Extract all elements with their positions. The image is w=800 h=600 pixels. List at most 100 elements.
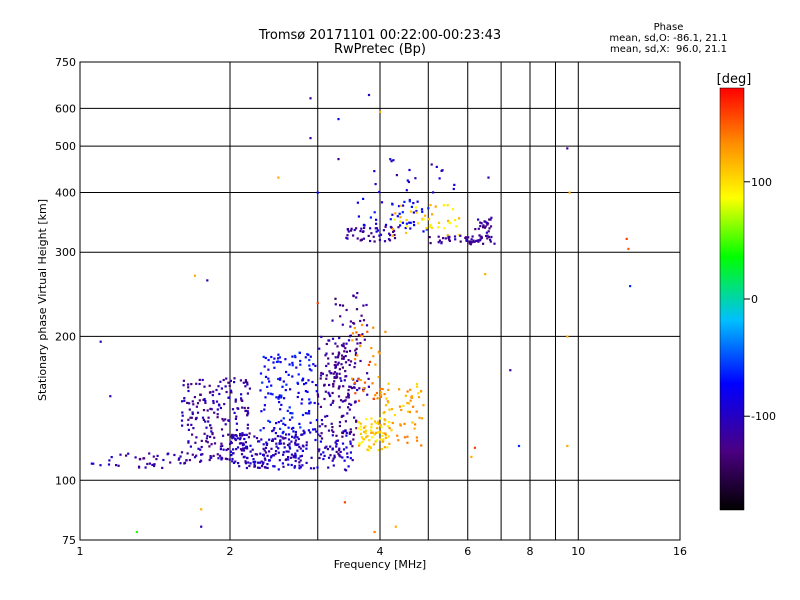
data-point [246, 392, 249, 395]
data-point [414, 206, 417, 209]
data-point [386, 425, 389, 428]
data-point [397, 439, 400, 442]
data-point [282, 430, 285, 433]
data-point [467, 236, 470, 239]
data-point [333, 371, 337, 374]
data-point [191, 433, 194, 436]
data-point [221, 444, 224, 447]
grid-lines [79, 61, 681, 541]
data-point [375, 391, 378, 395]
data-point [378, 431, 381, 434]
data-point [360, 323, 364, 327]
data-point [109, 395, 112, 398]
data-point [173, 453, 176, 457]
data-point [406, 390, 409, 393]
data-point [308, 364, 311, 367]
data-point [344, 420, 347, 423]
data-point [453, 235, 457, 238]
data-point [298, 467, 301, 470]
data-point [213, 411, 216, 414]
data-point [357, 378, 360, 381]
data-point [117, 464, 120, 467]
data-point [216, 416, 219, 419]
data-point [353, 228, 356, 232]
data-point [315, 430, 318, 433]
data-point [199, 460, 202, 463]
data-point [455, 225, 458, 228]
data-point [382, 432, 385, 435]
data-point [181, 424, 184, 427]
data-point [285, 450, 288, 453]
data-point [153, 463, 156, 466]
data-point [328, 370, 331, 373]
data-point [359, 422, 362, 425]
data-point [135, 530, 138, 534]
data-point [200, 445, 203, 449]
data-point [208, 458, 211, 462]
data-point [208, 384, 211, 387]
data-point [399, 220, 402, 223]
data-point [625, 237, 628, 240]
data-point [219, 445, 222, 448]
data-point [482, 226, 485, 229]
data-point [357, 399, 361, 402]
data-point [343, 459, 346, 462]
data-point [364, 425, 367, 428]
data-point [268, 438, 271, 441]
data-point [408, 198, 411, 202]
data-point [471, 241, 474, 244]
data-point [259, 429, 262, 432]
data-point [374, 394, 377, 397]
data-point [448, 238, 451, 241]
data-point [267, 377, 270, 380]
data-point [332, 383, 335, 386]
data-point [294, 459, 297, 463]
data-point [381, 440, 384, 443]
data-point [349, 451, 352, 454]
data-point [246, 414, 249, 417]
data-point [392, 230, 395, 233]
data-point [448, 221, 451, 224]
data-point [399, 216, 402, 219]
data-point [351, 445, 354, 448]
data-point [402, 204, 405, 207]
data-point [354, 358, 357, 361]
data-point [369, 216, 372, 219]
data-point [416, 439, 419, 442]
data-point [239, 432, 242, 436]
data-point [206, 409, 209, 412]
data-point [349, 385, 352, 389]
data-point [429, 204, 432, 207]
data-point [352, 321, 355, 325]
data-point [217, 385, 220, 388]
data-point [339, 450, 342, 453]
data-point [341, 366, 344, 369]
data-point [278, 442, 281, 445]
data-point [341, 431, 345, 435]
data-point [398, 405, 402, 408]
data-point [326, 414, 329, 418]
data-point [297, 457, 300, 460]
data-point [228, 419, 231, 422]
data-point [370, 426, 373, 429]
data-point [270, 355, 273, 359]
data-point [335, 439, 338, 442]
data-point [211, 433, 214, 436]
data-point [182, 384, 185, 387]
data-point [288, 447, 292, 450]
data-point [379, 438, 382, 441]
data-point [298, 351, 301, 354]
data-point [406, 225, 409, 228]
data-point [485, 231, 488, 234]
data-point [258, 466, 261, 469]
data-point [307, 429, 310, 432]
data-point [425, 228, 428, 231]
data-point [409, 221, 412, 224]
data-point [309, 355, 312, 358]
data-point [343, 350, 346, 353]
data-point [402, 404, 405, 407]
data-point [408, 221, 411, 224]
data-point [354, 362, 357, 365]
data-point [236, 437, 239, 440]
